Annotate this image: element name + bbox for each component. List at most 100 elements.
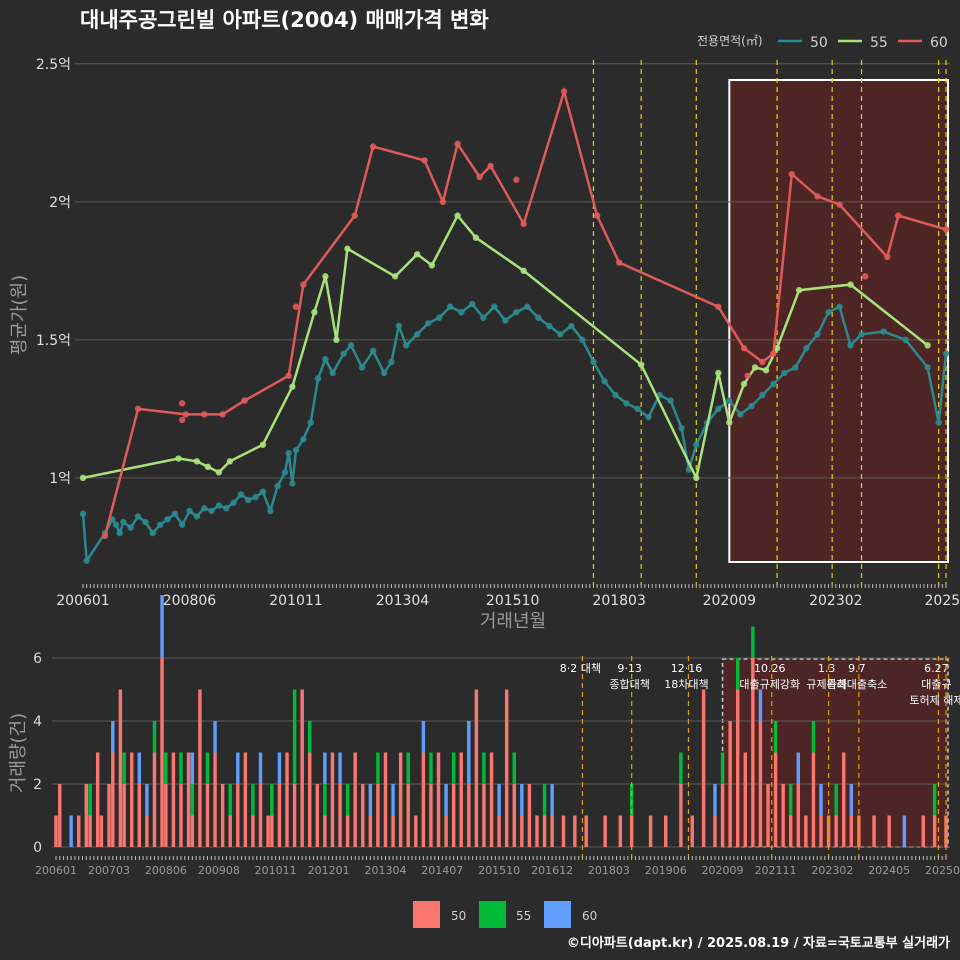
data-point-60 bbox=[593, 212, 601, 219]
bar-55 bbox=[190, 784, 195, 816]
data-point-60 bbox=[454, 140, 461, 148]
bar-50 bbox=[190, 815, 195, 847]
data-point-60 bbox=[520, 220, 527, 228]
data-point-60 bbox=[200, 411, 208, 418]
bar-50 bbox=[743, 752, 747, 847]
bar-50 bbox=[713, 815, 717, 847]
policy-annotation: 18차대책 bbox=[664, 678, 708, 691]
bottom-legend-label-50: 50 bbox=[451, 909, 466, 923]
bar-50 bbox=[451, 784, 456, 847]
policy-annotation: 8·2 대책 bbox=[560, 662, 601, 675]
bar-55 bbox=[122, 752, 126, 784]
bar-50 bbox=[315, 784, 320, 847]
bar-50 bbox=[171, 752, 176, 847]
bar-60 bbox=[819, 784, 823, 816]
data-point-55 bbox=[259, 441, 267, 448]
top-gridlines: 1억 1.5억 2억 2.5억 bbox=[36, 57, 950, 563]
bar-50 bbox=[542, 815, 547, 847]
bar-50 bbox=[421, 752, 426, 847]
bar-60 bbox=[111, 721, 115, 753]
bar-50 bbox=[345, 815, 350, 847]
data-point-50 bbox=[836, 303, 843, 310]
data-point-55 bbox=[322, 273, 329, 280]
bar-50 bbox=[251, 815, 255, 847]
data-point-60 bbox=[219, 411, 226, 418]
bar-50 bbox=[849, 815, 854, 847]
bar-50 bbox=[467, 784, 471, 847]
bar-50 bbox=[361, 784, 365, 847]
data-point-55 bbox=[726, 419, 733, 426]
bar-50 bbox=[436, 752, 441, 847]
data-point-60 bbox=[439, 198, 447, 206]
data-point-60 bbox=[285, 372, 292, 379]
x-tick-label: 200703 bbox=[88, 864, 130, 877]
bar-60 bbox=[467, 721, 471, 784]
data-point-55 bbox=[472, 234, 480, 241]
x-tick-label: 202009 bbox=[702, 864, 744, 877]
bar-50 bbox=[804, 815, 808, 847]
data-point-55 bbox=[924, 342, 931, 349]
extra-point-60 bbox=[178, 416, 186, 424]
data-point-50 bbox=[322, 355, 329, 363]
bar-50 bbox=[504, 689, 509, 847]
bar-60 bbox=[520, 784, 524, 816]
data-point-60 bbox=[770, 350, 777, 357]
data-point-60 bbox=[836, 201, 843, 208]
bar-60 bbox=[796, 752, 801, 784]
bar-50 bbox=[122, 784, 126, 847]
data-point-50 bbox=[770, 380, 777, 388]
extra-point-60 bbox=[292, 303, 300, 310]
top-y-axis-label: 평균가(원) bbox=[9, 275, 30, 355]
bar-50 bbox=[58, 784, 62, 847]
bar-50 bbox=[368, 815, 373, 847]
bar-50 bbox=[228, 815, 232, 847]
data-point-50 bbox=[748, 402, 755, 410]
data-point-50 bbox=[245, 496, 252, 504]
bar-50 bbox=[270, 815, 274, 847]
data-point-50 bbox=[215, 502, 223, 509]
policy-annotation: 대출규제강화 bbox=[739, 678, 800, 691]
bar-50 bbox=[285, 752, 289, 847]
bar-50 bbox=[205, 784, 210, 847]
data-point-60 bbox=[182, 411, 190, 418]
data-point-50 bbox=[156, 521, 164, 528]
data-point-50 bbox=[223, 505, 230, 512]
bar-50 bbox=[872, 815, 876, 847]
y-tick-label: 6 bbox=[33, 651, 42, 667]
data-point-55 bbox=[520, 267, 527, 275]
x-tick-label: 201803 bbox=[588, 864, 630, 877]
data-point-60 bbox=[740, 344, 748, 352]
bar-50 bbox=[648, 815, 653, 847]
data-point-50 bbox=[171, 510, 179, 517]
bar-50 bbox=[720, 784, 725, 847]
data-point-50 bbox=[601, 378, 608, 385]
data-point-60 bbox=[351, 212, 358, 219]
extra-point-60 bbox=[862, 273, 869, 280]
bar-50 bbox=[330, 752, 335, 847]
data-point-50 bbox=[307, 419, 314, 426]
x-tick-label: 200806 bbox=[145, 864, 187, 877]
data-point-55 bbox=[175, 455, 182, 462]
data-point-50 bbox=[546, 322, 553, 330]
data-point-50 bbox=[803, 344, 810, 352]
data-point-50 bbox=[924, 364, 931, 371]
bar-55 bbox=[451, 752, 456, 784]
top-series bbox=[79, 86, 950, 565]
data-point-50 bbox=[726, 397, 733, 404]
data-point-55 bbox=[637, 361, 645, 368]
data-point-60 bbox=[814, 193, 821, 200]
bar-50 bbox=[520, 815, 524, 847]
data-point-50 bbox=[402, 342, 410, 349]
y-tick-label: 2억 bbox=[49, 195, 71, 211]
bar-55 bbox=[345, 784, 350, 816]
data-point-50 bbox=[480, 314, 487, 321]
bar-55 bbox=[88, 784, 92, 816]
bar-55 bbox=[789, 784, 793, 816]
credit-text: ©디아파트(dapt.kr) / 2025.08.19 / 자료=국토교통부 실… bbox=[567, 935, 950, 951]
bar-55 bbox=[512, 752, 516, 784]
data-point-50 bbox=[902, 336, 909, 344]
data-point-50 bbox=[79, 510, 87, 517]
data-point-50 bbox=[469, 300, 476, 308]
data-point-50 bbox=[252, 493, 259, 501]
bar-55 bbox=[429, 752, 433, 784]
